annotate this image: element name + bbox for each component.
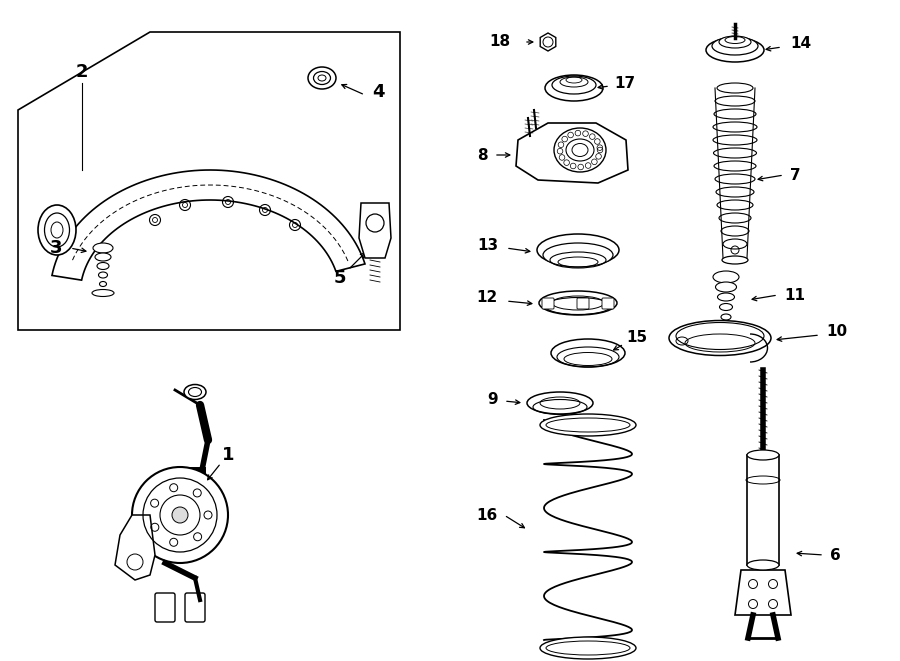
Text: 3: 3 (50, 239, 62, 257)
Ellipse shape (566, 139, 594, 161)
Text: 4: 4 (372, 83, 384, 101)
Ellipse shape (93, 243, 113, 253)
Ellipse shape (717, 293, 734, 301)
Ellipse shape (545, 75, 603, 101)
Bar (747, 455, 779, 565)
Text: 10: 10 (826, 325, 847, 340)
Ellipse shape (184, 385, 206, 399)
Ellipse shape (714, 148, 757, 158)
Ellipse shape (719, 213, 751, 223)
Ellipse shape (715, 174, 755, 184)
Text: 9: 9 (488, 393, 498, 407)
Ellipse shape (712, 37, 758, 55)
Text: 14: 14 (790, 36, 811, 52)
Polygon shape (735, 570, 791, 615)
Ellipse shape (551, 339, 625, 367)
Ellipse shape (716, 187, 754, 197)
Text: 7: 7 (790, 167, 801, 182)
Ellipse shape (714, 161, 756, 171)
Ellipse shape (552, 76, 596, 94)
Ellipse shape (714, 109, 756, 119)
Ellipse shape (723, 239, 747, 249)
Ellipse shape (715, 96, 755, 106)
Polygon shape (115, 515, 155, 580)
Ellipse shape (543, 243, 613, 267)
Circle shape (172, 507, 188, 523)
Ellipse shape (92, 290, 114, 297)
FancyBboxPatch shape (155, 593, 175, 622)
Text: 11: 11 (784, 288, 805, 303)
Text: 13: 13 (477, 237, 498, 253)
Ellipse shape (719, 36, 751, 48)
Ellipse shape (717, 200, 753, 210)
Text: 6: 6 (830, 547, 841, 563)
Ellipse shape (554, 128, 606, 172)
Text: 1: 1 (221, 446, 234, 464)
Ellipse shape (706, 38, 764, 62)
Text: 17: 17 (614, 75, 635, 91)
Ellipse shape (98, 272, 107, 278)
Ellipse shape (717, 83, 753, 93)
Ellipse shape (95, 253, 111, 261)
Ellipse shape (527, 392, 593, 414)
Ellipse shape (747, 560, 779, 570)
Polygon shape (540, 33, 556, 51)
Ellipse shape (713, 135, 757, 145)
Ellipse shape (721, 314, 731, 320)
Ellipse shape (38, 205, 76, 255)
Ellipse shape (713, 271, 739, 283)
Ellipse shape (540, 637, 636, 659)
Ellipse shape (722, 256, 748, 264)
Ellipse shape (100, 282, 106, 286)
Text: 2: 2 (76, 63, 88, 81)
Circle shape (366, 214, 384, 232)
Ellipse shape (669, 321, 771, 356)
Ellipse shape (537, 234, 619, 266)
Ellipse shape (721, 226, 749, 236)
FancyBboxPatch shape (602, 298, 614, 309)
Ellipse shape (713, 122, 757, 132)
Ellipse shape (97, 262, 109, 270)
Text: 5: 5 (334, 269, 346, 287)
FancyBboxPatch shape (542, 298, 554, 309)
Ellipse shape (716, 282, 736, 292)
Ellipse shape (747, 450, 779, 460)
Polygon shape (359, 203, 391, 258)
Ellipse shape (539, 291, 617, 315)
Text: 16: 16 (477, 508, 498, 522)
Text: 15: 15 (626, 329, 647, 344)
FancyBboxPatch shape (185, 593, 205, 622)
Ellipse shape (308, 67, 336, 89)
Text: 18: 18 (489, 34, 510, 50)
Ellipse shape (719, 303, 733, 311)
Polygon shape (52, 170, 365, 280)
FancyBboxPatch shape (577, 298, 589, 309)
Text: 8: 8 (477, 147, 488, 163)
Text: 12: 12 (477, 290, 498, 305)
Circle shape (132, 467, 228, 563)
Polygon shape (516, 123, 628, 183)
Ellipse shape (540, 414, 636, 436)
